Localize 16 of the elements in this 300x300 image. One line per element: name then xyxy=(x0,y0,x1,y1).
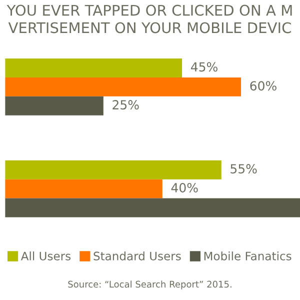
bar xyxy=(5,96,104,116)
legend-label: All Users xyxy=(20,251,71,260)
bar xyxy=(5,160,222,180)
bar xyxy=(5,77,242,96)
legend-label: Mobile Fanatics xyxy=(204,251,292,260)
bar xyxy=(5,179,162,198)
data-label: 25% xyxy=(112,100,139,110)
bar xyxy=(5,198,300,218)
legend-label: Standard Users xyxy=(94,251,181,260)
chart-title: YOU EVER TAPPED OR CLICKED ON A M VERTISEMENT ON YOUR MOBILE DEVIC xyxy=(6,4,292,34)
data-label: 40% xyxy=(171,182,198,192)
data-label: 55% xyxy=(230,164,257,174)
bar xyxy=(5,58,182,78)
data-label: 45% xyxy=(190,62,218,72)
data-label: 60% xyxy=(250,81,276,91)
source-note: Source: “Local Search Report” 2015. xyxy=(68,280,232,290)
